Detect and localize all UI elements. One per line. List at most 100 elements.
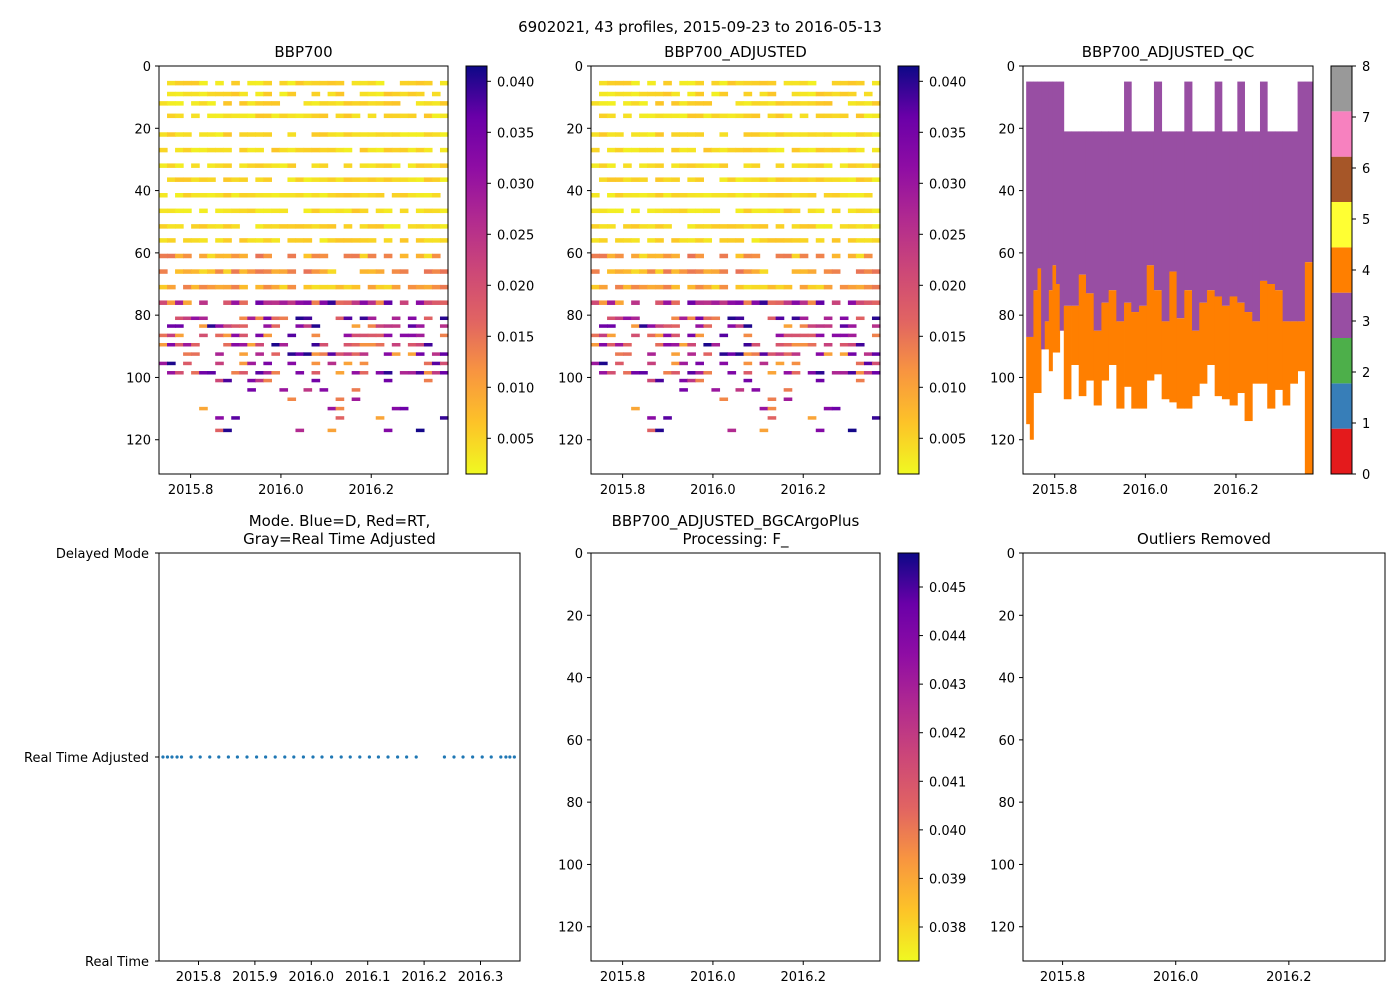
profile-cell	[431, 224, 441, 229]
profile-cell	[687, 132, 696, 137]
profile-cell	[711, 269, 721, 274]
profile-cell	[359, 253, 369, 259]
profile-cell	[175, 300, 184, 305]
profile-cell	[263, 253, 272, 259]
profile-cell	[279, 342, 289, 347]
y-tick-label: 20	[134, 122, 151, 137]
profile-cell	[423, 269, 433, 274]
profile-cell	[759, 428, 769, 433]
colorbar-frame	[465, 65, 488, 475]
profile-cell	[671, 269, 680, 274]
profile-cell	[279, 224, 289, 229]
profile-cell	[183, 253, 192, 259]
y-tick-label: 120	[990, 921, 1015, 936]
profile-cell	[639, 253, 648, 259]
profile-cell	[327, 352, 337, 356]
colorbar-tick-label: 5	[1362, 213, 1370, 228]
profile-cell	[815, 352, 825, 356]
profile-cell	[215, 284, 224, 290]
profile-cell	[855, 193, 865, 198]
qc-flag-3-cell	[1041, 81, 1046, 350]
profile-cell	[263, 371, 272, 375]
profile-cell	[263, 269, 272, 274]
profile-cell	[263, 193, 272, 198]
profile-cell	[743, 91, 753, 97]
profile-cell	[423, 253, 433, 259]
x-tick-label: 2016.3	[458, 970, 504, 985]
profile-cell	[775, 193, 785, 198]
profile-cell	[423, 208, 433, 214]
profile-cell	[199, 224, 208, 229]
profile-cell	[207, 324, 216, 328]
profile-cell	[687, 113, 696, 119]
profile-cell	[607, 177, 616, 182]
profile-cell	[399, 269, 409, 274]
profile-cell	[391, 113, 401, 119]
profile-cell	[191, 80, 200, 86]
profile-cell	[727, 371, 737, 375]
profile-cell	[727, 300, 737, 305]
profile-cell	[343, 333, 353, 338]
profile-cell	[655, 428, 664, 433]
profile-cell	[327, 80, 337, 86]
profile-cell	[383, 177, 393, 182]
profile-cell	[839, 132, 849, 137]
colorbar-tick-label: 7	[1362, 111, 1370, 126]
profile-cell	[807, 177, 817, 182]
profile-cell	[167, 300, 176, 305]
profile-cell	[671, 371, 680, 375]
profile-cell	[735, 193, 745, 198]
profile-cell	[343, 361, 353, 366]
mode-point	[165, 755, 170, 759]
y-tick-label: 40	[134, 185, 151, 200]
colorbar-tick-label: 4	[1362, 264, 1370, 279]
profile-cell	[295, 316, 305, 321]
profile-cell	[215, 416, 224, 420]
profile-cell	[367, 147, 377, 153]
profile-cell	[839, 224, 849, 229]
profile-cell	[687, 342, 696, 347]
profile-cell	[311, 132, 321, 137]
profile-cell	[279, 316, 289, 321]
profile-cell	[415, 101, 425, 106]
profile-cell	[343, 352, 353, 356]
profile-cell	[215, 238, 224, 243]
profile-cell	[215, 163, 224, 168]
profile-cell	[839, 193, 849, 198]
profile-cell	[695, 91, 704, 97]
mode-point	[301, 755, 305, 759]
profile-cell	[407, 371, 417, 375]
profile-cell	[871, 113, 881, 119]
profile-cell	[695, 333, 704, 338]
profile-cell	[855, 101, 865, 106]
profile-cell	[607, 208, 616, 214]
profile-cell	[823, 269, 833, 274]
profile-cell	[303, 388, 313, 392]
profile-cell	[215, 324, 224, 328]
profile-cell	[311, 208, 321, 214]
profile-cell	[255, 147, 264, 153]
mode-point	[461, 755, 465, 759]
profile-cell	[631, 300, 640, 305]
plot-frame	[590, 65, 881, 475]
profile-cell	[751, 80, 761, 86]
profile-cell	[159, 253, 168, 259]
profile-cell	[639, 324, 648, 328]
profile-cell	[791, 224, 801, 229]
profile-cell	[863, 284, 873, 290]
profile-cell	[791, 253, 801, 259]
profile-cell	[831, 371, 841, 375]
profile-cell	[703, 300, 713, 305]
profile-cell	[751, 388, 761, 392]
profile-cell	[815, 324, 825, 328]
profile-cell	[367, 80, 377, 86]
x-tick-label: 2016.2	[1213, 483, 1259, 498]
qc-flag-4-cell	[1206, 290, 1216, 365]
qc-flag-3-cell	[1297, 81, 1306, 322]
profile-cell	[215, 80, 224, 86]
profile-cell	[759, 80, 769, 86]
profile-cell	[655, 91, 664, 97]
mode-point	[376, 755, 381, 759]
profile-cell	[183, 342, 192, 347]
profile-cell	[599, 253, 608, 259]
